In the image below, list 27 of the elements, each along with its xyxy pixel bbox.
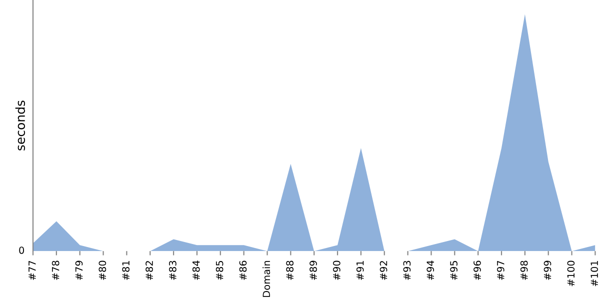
x-tick-label: #88 <box>286 260 294 280</box>
x-tick-label: #84 <box>192 260 200 280</box>
x-tick-label: #100 <box>567 260 575 286</box>
x-tick-label: #90 <box>332 260 340 280</box>
x-tick-label: #92 <box>380 261 388 280</box>
x-tick-label: #78 <box>52 260 60 280</box>
x-tick-label: Domain <box>262 260 270 297</box>
x-tick-label: #77 <box>28 260 36 280</box>
x-tick-label: #86 <box>239 260 247 280</box>
x-tick-label: #79 <box>75 260 83 280</box>
x-tick-label: #97 <box>496 260 504 280</box>
annotation: 0 <box>19 246 24 254</box>
x-tick-label: #80 <box>98 260 106 280</box>
x-tick-label: #94 <box>426 260 434 280</box>
y-axis-title: seconds <box>15 100 26 150</box>
x-tick-label: #82 <box>146 261 153 280</box>
x-tick-label: #83 <box>169 260 176 280</box>
x-tick-label: #101 <box>590 261 598 286</box>
x-tick-label: #93 <box>403 260 411 280</box>
x-tick-label: #96 <box>474 260 481 280</box>
x-tick-label: #81 <box>122 261 130 280</box>
x-tick-label: #98 <box>520 260 528 280</box>
x-tick-label: #89 <box>310 260 317 280</box>
x-tick-label: #91 <box>356 261 364 280</box>
x-tick-label: #99 <box>544 260 552 280</box>
x-tick-label: #95 <box>450 260 458 280</box>
x-tick-label: #85 <box>216 260 224 280</box>
